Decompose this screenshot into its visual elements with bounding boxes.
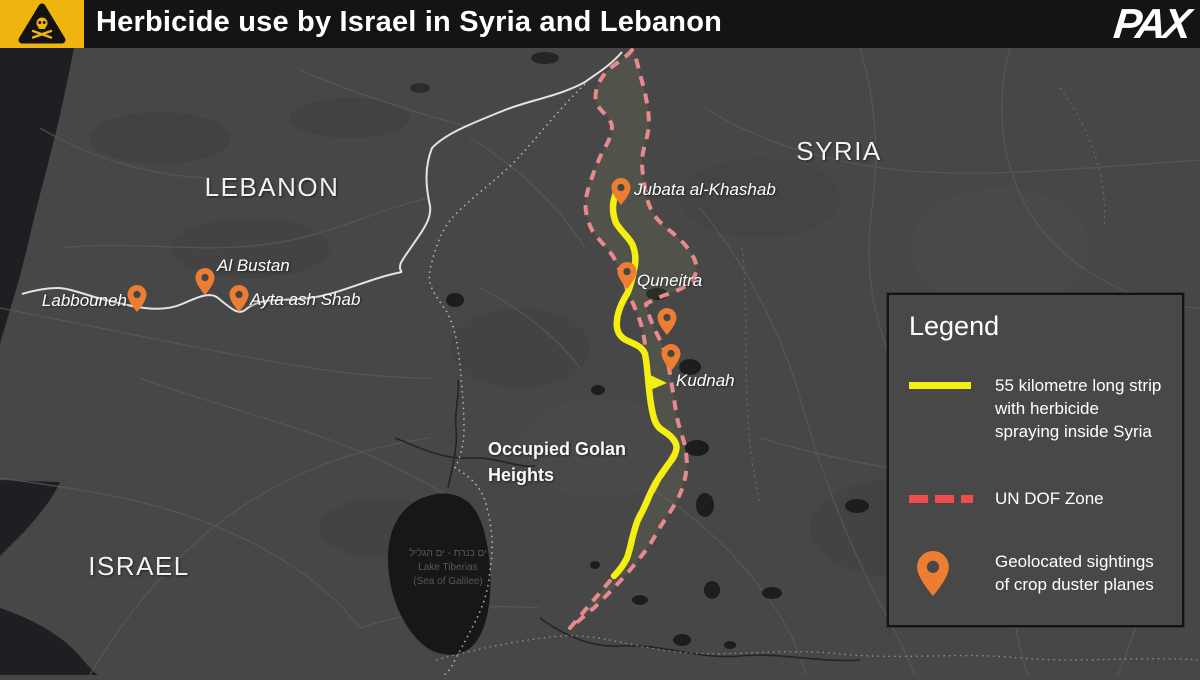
legend-item-dof-zone: UN DOF Zone (907, 487, 1164, 510)
label-lebanon: LEBANON (205, 172, 340, 202)
legend-panel: Legend 55 kilometre long strip with herb… (887, 293, 1184, 627)
legend-label-sightings: Geolocated sightings of crop duster plan… (995, 552, 1154, 594)
legend-swatch-yellow-line (907, 374, 995, 443)
borders (21, 51, 1200, 676)
pax-logo: PAX (1111, 0, 1191, 47)
border-south-dotted (435, 634, 1200, 661)
legend-item-sightings: Geolocated sightings of crop duster plan… (907, 550, 1164, 596)
title-bar: Herbicide use by Israel in Syria and Leb… (0, 0, 1200, 48)
label-lake-name: Lake Tiberias (418, 562, 477, 573)
strip-arrow (648, 374, 667, 391)
legend-title: Legend (909, 311, 1000, 341)
legend-pin-icon (907, 550, 995, 596)
dark-blobs (410, 52, 869, 649)
border-lebanon-syria (398, 51, 623, 273)
dotted-tracks (741, 87, 1106, 504)
label-lake-alt: (Sea of Galilee) (413, 576, 482, 587)
streams (394, 379, 861, 662)
legend-label-herbicide-strip: 55 kilometre long strip with herbicide s… (995, 376, 1162, 441)
un-dof-zone-outline (568, 48, 699, 630)
hazard-icon (0, 0, 84, 48)
label-kudnah: Kudnah (676, 371, 735, 390)
map-labels: LEBANON SYRIA ISRAEL Occupied Golan Heig… (42, 136, 882, 581)
page-title: Herbicide use by Israel in Syria and Leb… (96, 6, 723, 38)
legend-swatch-dashed-line (907, 494, 995, 503)
label-labbouneh: Labbouneh (42, 291, 127, 310)
label-jubata: Jubata al-Khashab (633, 180, 776, 199)
label-quneitra: Quneitra (637, 271, 702, 290)
border-armistice-dotted (428, 83, 586, 676)
legend-label-dof-zone: UN DOF Zone (995, 489, 1104, 508)
label-golan-line2: Heights (488, 465, 554, 485)
label-syria: SYRIA (796, 136, 882, 166)
label-israel: ISRAEL (88, 551, 190, 581)
sea-mediterranean (0, 48, 98, 675)
lake-labels: ים כנרת - ים הגליל Lake Tiberias (Sea of… (409, 547, 486, 587)
label-golan-line1: Occupied Golan (488, 439, 626, 459)
label-al-bustan: Al Bustan (216, 256, 290, 275)
border-lebanon-israel (21, 271, 403, 313)
label-ayta-ash-shab: Ayta ash Shab (249, 290, 360, 309)
lake-tiberias (388, 493, 491, 655)
legend-item-herbicide-strip: 55 kilometre long strip with herbicide s… (907, 374, 1164, 443)
label-lake-hebrew: ים כנרת - ים הגליל (409, 547, 486, 559)
